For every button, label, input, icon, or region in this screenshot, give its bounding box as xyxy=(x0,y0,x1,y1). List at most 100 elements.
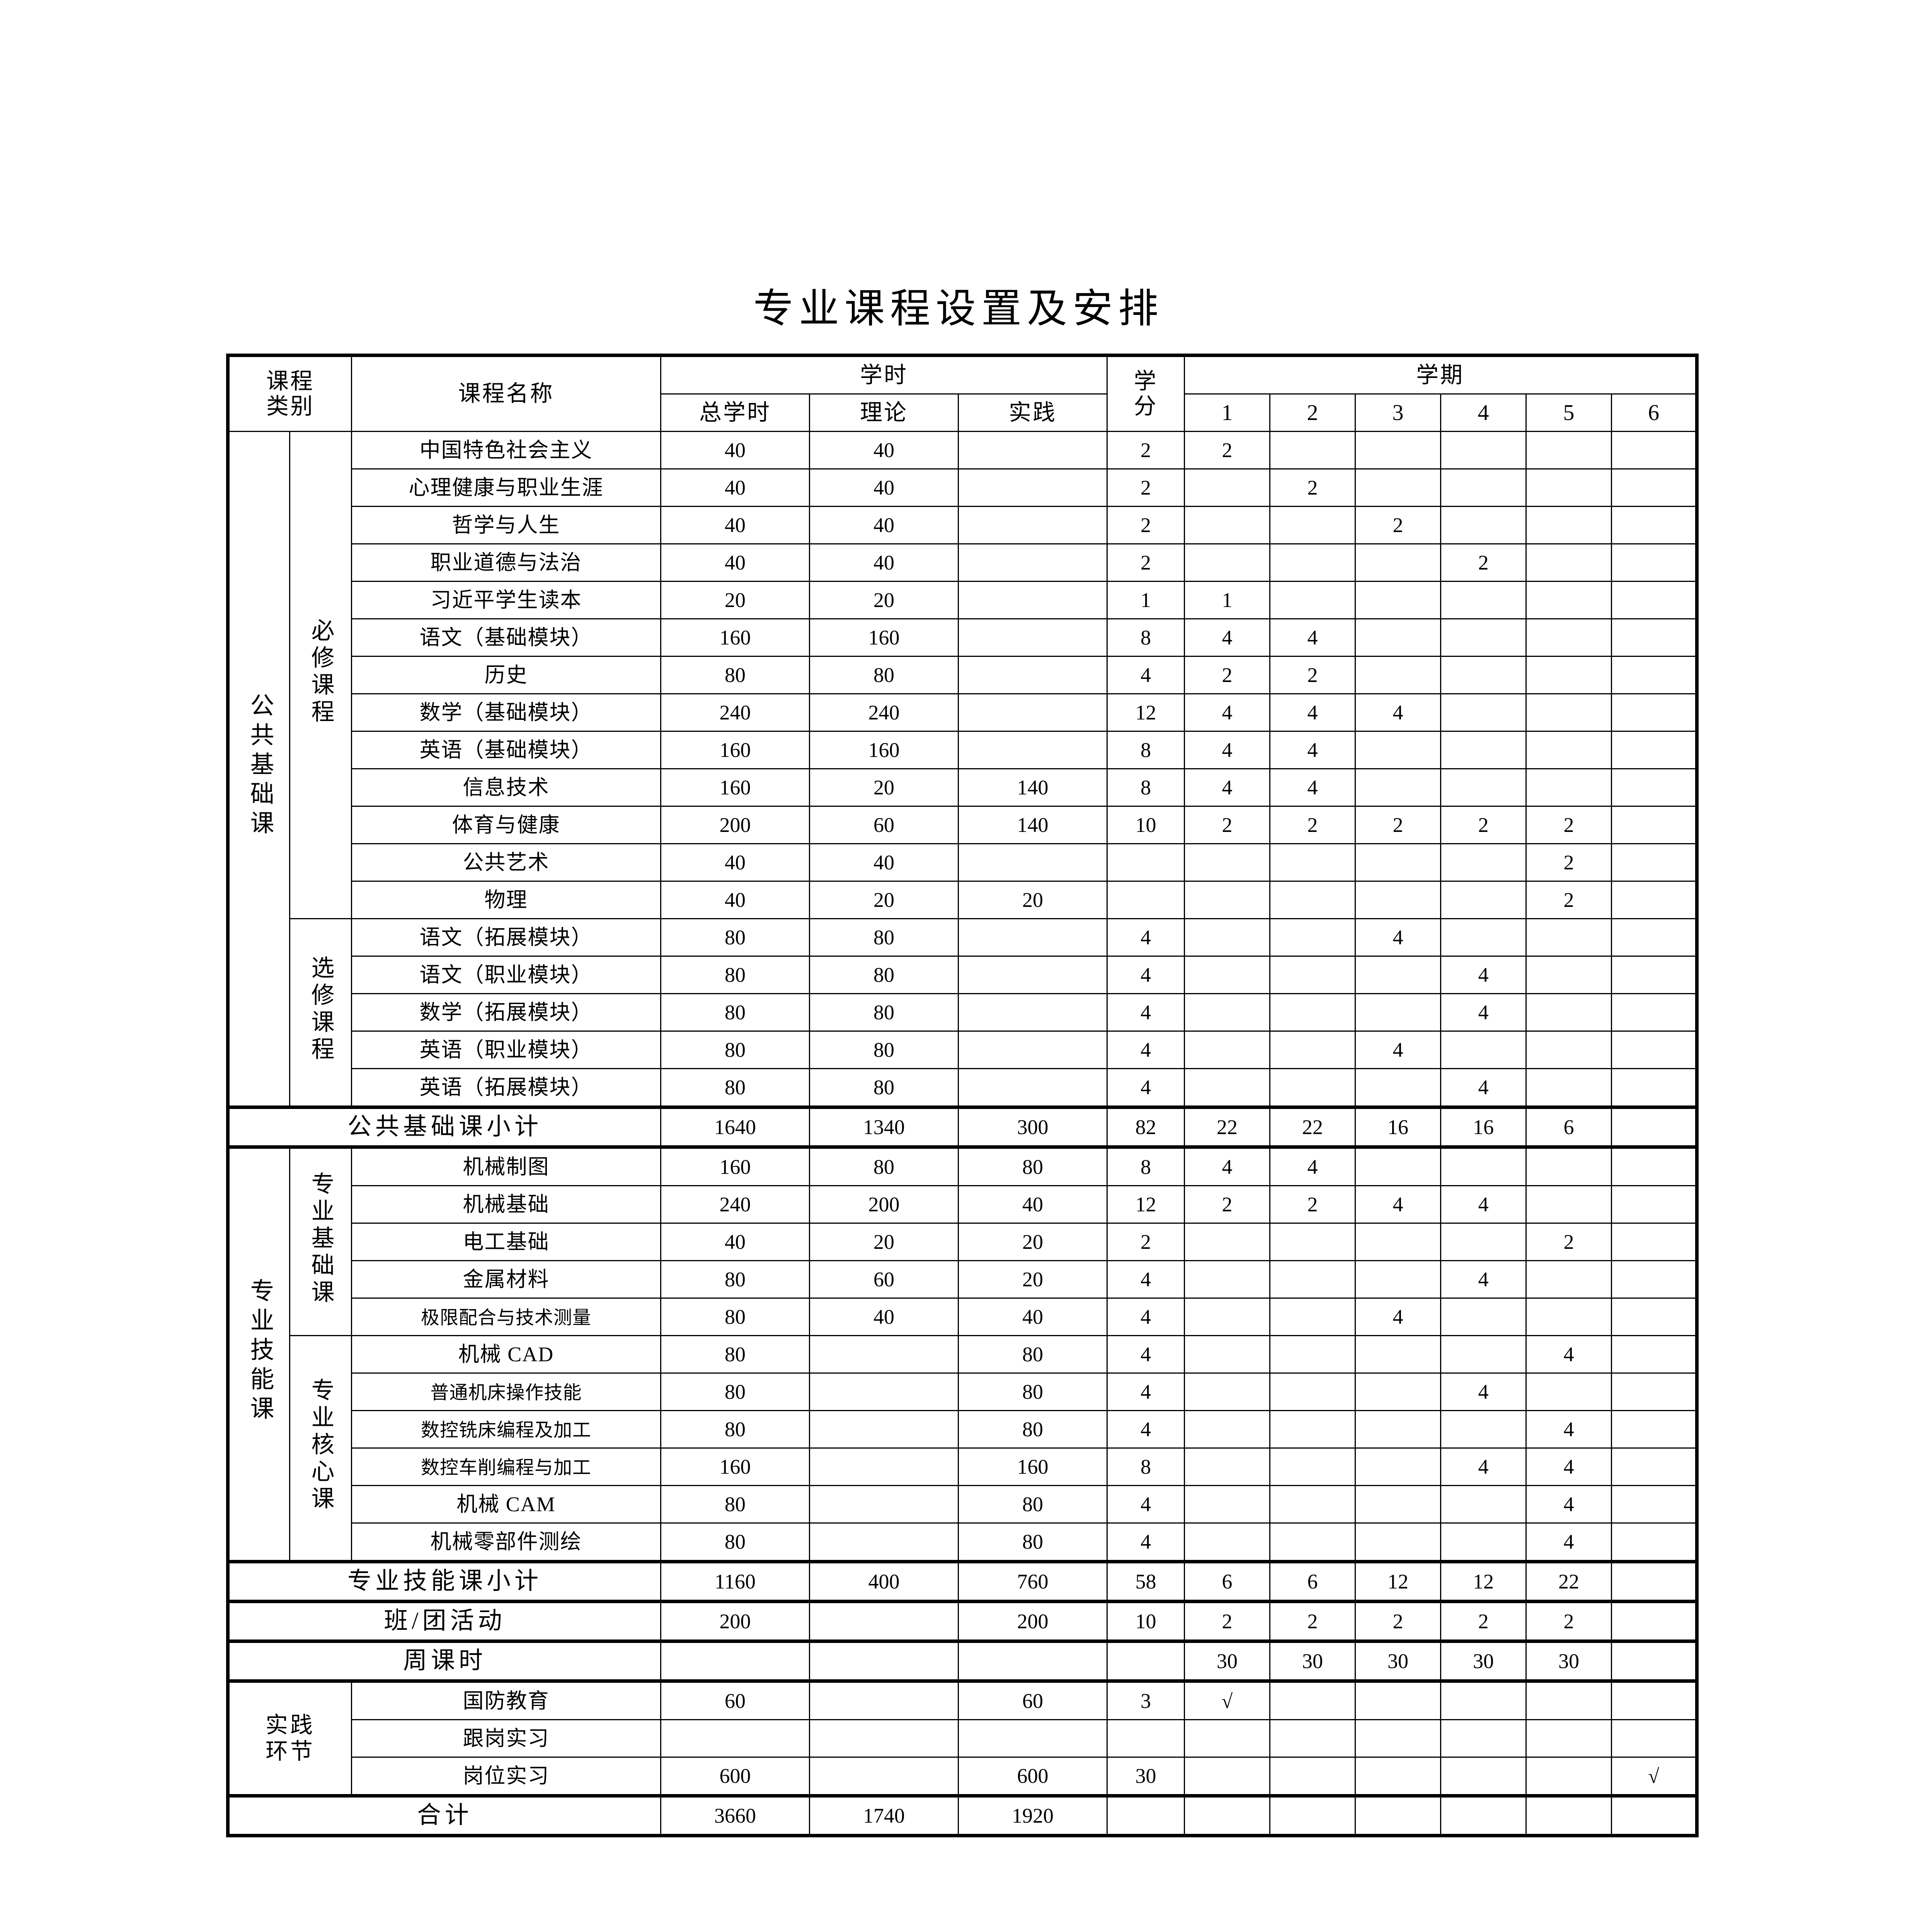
semester-2-cell xyxy=(1269,1298,1356,1336)
practice-hours-cell xyxy=(958,1031,1108,1069)
table-row: 跟岗实习 xyxy=(228,1719,1699,1758)
semester-6-cell xyxy=(1611,468,1699,507)
theory-hours-cell: 200 xyxy=(809,1185,959,1224)
semester-1-cell xyxy=(1184,1372,1271,1411)
semester-5-cell xyxy=(1525,468,1612,507)
total-hours-cell: 80 xyxy=(660,993,810,1032)
total-hours-cell: 240 xyxy=(660,1185,810,1224)
total-hours-cell: 40 xyxy=(660,881,810,919)
course-name-cell: 物理 xyxy=(351,881,662,919)
subcategory-elective: 选修课程 xyxy=(289,918,352,1108)
practice-hours-cell xyxy=(958,918,1108,957)
semester-5-cell xyxy=(1525,1185,1612,1224)
semester-1-cell: 2 xyxy=(1184,1185,1271,1224)
semester-3-cell xyxy=(1355,1719,1442,1758)
theory-hours-cell: 1340 xyxy=(809,1105,959,1149)
credits-cell: 8 xyxy=(1107,1146,1185,1186)
semester-6-cell xyxy=(1611,506,1699,544)
semester-5-cell xyxy=(1525,956,1612,994)
semester-5-cell: 4 xyxy=(1525,1485,1612,1524)
course-name-cell: 英语（职业模块） xyxy=(351,1031,662,1069)
practice-hours-cell: 80 xyxy=(958,1146,1108,1186)
semester-1-cell xyxy=(1184,843,1271,882)
semester-2-cell xyxy=(1269,1223,1356,1261)
theory-hours-cell xyxy=(809,1522,959,1562)
table-row: 公共艺术 40 40 2 xyxy=(228,843,1699,882)
semester-6-cell xyxy=(1611,1031,1699,1069)
semester-1-cell: 22 xyxy=(1184,1105,1271,1149)
credits-cell: 2 xyxy=(1107,1223,1185,1261)
semester-5-cell xyxy=(1525,993,1612,1032)
total-hours-cell xyxy=(660,1639,810,1683)
semester-1-cell xyxy=(1184,1410,1271,1449)
total-hours-cell: 80 xyxy=(660,1485,810,1524)
semester-2-cell: 2 xyxy=(1269,806,1356,844)
grand-total-label: 合计 xyxy=(226,1794,662,1837)
credits-cell: 12 xyxy=(1107,1185,1185,1224)
semester-4-cell xyxy=(1440,1522,1527,1562)
course-name-cell: 语文（基础模块） xyxy=(351,618,662,657)
table-row: 体育与健康 200 60 140 10 2 2 2 2 2 xyxy=(228,806,1699,844)
semester-3-cell xyxy=(1355,993,1442,1032)
semester-4-cell xyxy=(1440,618,1527,657)
semester-1-cell: 2 xyxy=(1184,806,1271,844)
credits-cell: 4 xyxy=(1107,1410,1185,1449)
semester-5-cell: 4 xyxy=(1525,1335,1612,1374)
total-hours-cell: 40 xyxy=(660,1223,810,1261)
semester-3-cell xyxy=(1355,1410,1442,1449)
semester-4-cell xyxy=(1440,1485,1527,1524)
theory-hours-cell: 160 xyxy=(809,618,959,657)
credits-cell: 82 xyxy=(1107,1105,1185,1149)
credits-cell: 4 xyxy=(1107,1298,1185,1336)
table-row: 英语（职业模块） 80 80 4 4 xyxy=(228,1031,1699,1069)
theory-hours-cell: 80 xyxy=(809,918,959,957)
total-hours-cell: 160 xyxy=(660,768,810,807)
semester-6-cell xyxy=(1611,1223,1699,1261)
total-hours-cell: 20 xyxy=(660,581,810,619)
table-row: 公共基础课 必修课程 中国特色社会主义 40 40 2 2 xyxy=(226,431,1699,1108)
credits-cell: 58 xyxy=(1107,1560,1185,1603)
header-semester-group: 学期 xyxy=(1184,354,1699,395)
credits-cell: 4 xyxy=(1107,918,1185,957)
table-row: 实践 环节 国防教育 60 60 3 √ xyxy=(226,1679,1699,1796)
semester-3-cell: 4 xyxy=(1355,1298,1442,1336)
semester-6-cell xyxy=(1611,731,1699,769)
semester-1-cell xyxy=(1184,993,1271,1032)
semester-2-cell xyxy=(1269,1372,1356,1411)
semester-5-cell xyxy=(1525,506,1612,544)
course-name-cell: 数学（拓展模块） xyxy=(351,993,662,1032)
header-course-name: 课程名称 xyxy=(351,354,662,432)
semester-6-cell: √ xyxy=(1611,1757,1699,1796)
practice-hours-cell: 200 xyxy=(958,1600,1108,1643)
semester-6-cell xyxy=(1611,1298,1699,1336)
semester-3-cell xyxy=(1355,431,1442,469)
semester-1-cell xyxy=(1184,1719,1271,1758)
practice-hours-cell xyxy=(958,431,1108,469)
credits-cell xyxy=(1107,1719,1185,1758)
semester-1-cell: √ xyxy=(1184,1679,1271,1720)
semester-4-cell: 2 xyxy=(1440,1600,1527,1643)
semester-4-cell: 4 xyxy=(1440,993,1527,1032)
semester-4-cell: 4 xyxy=(1440,1447,1527,1486)
semester-3-cell xyxy=(1355,768,1442,807)
semester-1-cell xyxy=(1184,1068,1271,1108)
credits-cell: 4 xyxy=(1107,656,1185,694)
semester-6-cell xyxy=(1611,956,1699,994)
credits-cell: 4 xyxy=(1107,1335,1185,1374)
course-name-cell: 英语（拓展模块） xyxy=(351,1068,662,1108)
semester-6-cell xyxy=(1611,1560,1699,1603)
total-hours-cell: 160 xyxy=(660,1447,810,1486)
semester-5-cell xyxy=(1525,656,1612,694)
semester-6-cell xyxy=(1611,1372,1699,1411)
practice-hours-cell xyxy=(958,843,1108,882)
semester-1-cell: 4 xyxy=(1184,731,1271,769)
course-name-cell: 金属材料 xyxy=(351,1260,662,1299)
semester-3-cell: 4 xyxy=(1355,1185,1442,1224)
total-hours-cell: 160 xyxy=(660,618,810,657)
semester-2-cell xyxy=(1269,918,1356,957)
theory-hours-cell xyxy=(809,1719,959,1758)
semester-4-cell xyxy=(1440,843,1527,882)
table-row: 极限配合与技术测量 80 40 40 4 4 xyxy=(228,1298,1699,1336)
semester-1-cell xyxy=(1184,543,1271,582)
